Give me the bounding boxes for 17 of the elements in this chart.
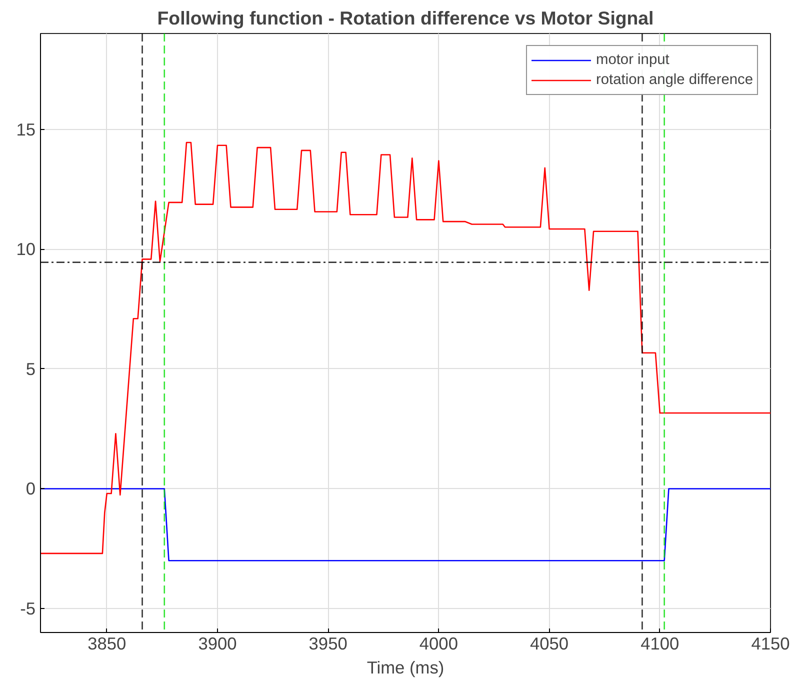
x-tick-label: 3950 — [308, 634, 348, 654]
y-tick-label: 10 — [16, 239, 36, 260]
line-series — [40, 142, 770, 554]
x-tick-label: 4050 — [530, 634, 569, 654]
chart-title: Following function - Rotation difference vs Motor Signal — [157, 8, 654, 28]
x-tick-label: 4150 — [751, 634, 790, 654]
x-tick-label: 4000 — [419, 634, 458, 654]
x-axis-title: Time (ms) — [366, 658, 444, 678]
y-tick-label: 5 — [26, 358, 36, 379]
y-tick-label: 15 — [16, 119, 36, 140]
x-tick-label: 4100 — [640, 634, 680, 654]
x-tick-label: 3850 — [88, 634, 126, 654]
y-tick-label: 0 — [26, 478, 36, 499]
x-tick-label: 3900 — [198, 634, 237, 654]
legend-label: rotation angle difference — [596, 72, 753, 88]
legend-label: motor input — [596, 52, 670, 68]
y-tick-label: -5 — [20, 598, 36, 619]
